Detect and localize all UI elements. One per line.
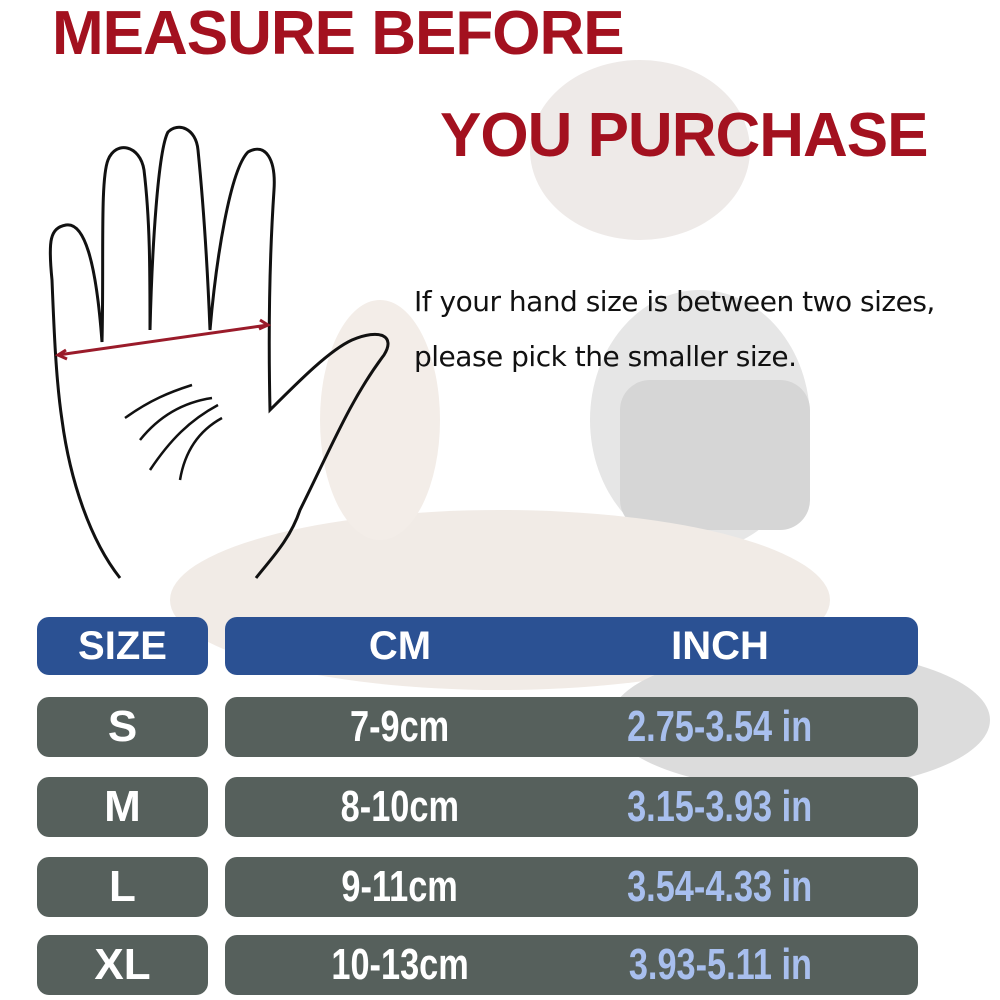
table-row: 9-11cm 3.54-4.33 in <box>225 857 918 917</box>
table-row: 10-13cm 3.93-5.11 in <box>225 935 918 995</box>
note-line-1: If your hand size is between two sizes, <box>414 285 935 318</box>
row-cm: 10-13cm <box>331 940 469 989</box>
row-cm: 8-10cm <box>340 782 460 831</box>
title-line-1: MEASURE BEFORE <box>52 0 625 68</box>
row-inch: 3.54-4.33 in <box>627 862 813 911</box>
header-main: CM INCH <box>225 617 918 675</box>
header-inch: INCH <box>671 623 769 668</box>
row-inch: 2.75-3.54 in <box>627 702 813 751</box>
palm-lines <box>124 383 223 481</box>
header-size: SIZE <box>37 617 208 675</box>
row-size: XL <box>37 935 208 995</box>
row-inch: 3.93-5.11 in <box>628 940 812 989</box>
table-row: 8-10cm 3.15-3.93 in <box>225 777 918 837</box>
hand-outline <box>48 126 390 579</box>
row-cm: 7-9cm <box>350 702 450 751</box>
row-size: S <box>37 697 208 757</box>
measure-line <box>57 323 269 357</box>
row-size: M <box>37 777 208 837</box>
title-line-2: YOU PURCHASE <box>440 101 929 170</box>
note-line-2: please pick the smaller size. <box>414 340 797 373</box>
row-size: L <box>37 857 208 917</box>
header-cm: CM <box>368 623 432 668</box>
row-cm: 9-11cm <box>341 862 459 911</box>
row-inch: 3.15-3.93 in <box>627 782 813 831</box>
table-row: 7-9cm 2.75-3.54 in <box>225 697 918 757</box>
hand-diagram <box>48 126 390 579</box>
